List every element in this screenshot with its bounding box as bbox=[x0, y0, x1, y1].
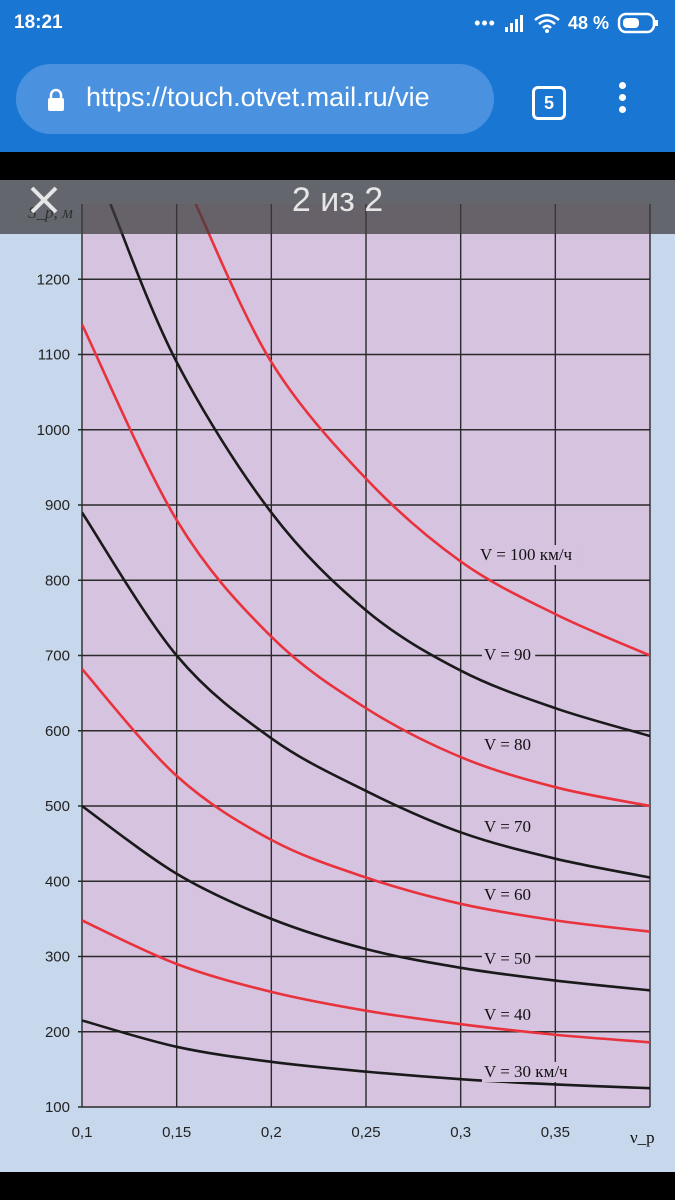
y-tick-label: 600 bbox=[45, 723, 70, 740]
x-axis-label: ν_p bbox=[630, 1128, 655, 1147]
battery-percent: 48 % bbox=[567, 12, 609, 33]
x-tick-label: 0,3 bbox=[450, 1124, 471, 1141]
curve-v-70 bbox=[82, 511, 650, 879]
browser-toolbar: https://touch.otvet.mail.ru/vie 5 bbox=[0, 48, 675, 152]
curve-label: V = 60 bbox=[484, 885, 531, 904]
y-tick-label: 1000 bbox=[37, 422, 70, 439]
lock-icon bbox=[48, 88, 64, 111]
y-tick-label: 1200 bbox=[37, 271, 70, 288]
bottom-bar bbox=[0, 1172, 675, 1200]
y-tick-label: 100 bbox=[45, 1099, 70, 1116]
y-tick-label: 900 bbox=[45, 497, 70, 514]
tabs-button[interactable]: 5 bbox=[532, 86, 566, 120]
y-tick-label: 500 bbox=[45, 798, 70, 815]
curve-label-bg bbox=[482, 885, 536, 905]
viewer-header: 2 из 2 bbox=[0, 180, 675, 234]
y-tick-label: 700 bbox=[45, 648, 70, 665]
y-tick-label: 800 bbox=[45, 572, 70, 589]
curve-label-bg bbox=[482, 817, 536, 837]
status-bar: 18:21 ••• 48 % bbox=[0, 0, 675, 48]
curve-v-80 bbox=[82, 323, 650, 808]
y-tick-label: 1100 bbox=[38, 347, 70, 364]
curve-label-bg bbox=[482, 645, 536, 665]
y-tick-label: 200 bbox=[45, 1024, 70, 1041]
curve-label: V = 80 bbox=[484, 735, 531, 754]
curve-label-bg bbox=[482, 1062, 577, 1082]
status-icons: ••• 48 % bbox=[474, 10, 659, 36]
address-bar[interactable]: https://touch.otvet.mail.ru/vie bbox=[16, 64, 494, 134]
battery-icon bbox=[617, 12, 658, 34]
url-text[interactable]: https://touch.otvet.mail.ru/vie bbox=[86, 82, 430, 112]
curve-label: V = 50 bbox=[484, 949, 531, 968]
curve-label: V = 40 bbox=[484, 1005, 531, 1024]
curve-v-40 bbox=[82, 919, 650, 1044]
curve-label-bg bbox=[482, 1005, 536, 1025]
image-viewer: 100 200 300 400 500 600 700 800 900 1000 1100 1200 0… bbox=[0, 152, 675, 1172]
y-tick-label: 400 bbox=[45, 873, 70, 890]
more-notifications-icon: ••• bbox=[474, 12, 496, 33]
wifi-icon bbox=[534, 13, 560, 33]
x-tick-label: 0,1 bbox=[72, 1124, 93, 1141]
curve-label-bg bbox=[482, 735, 536, 755]
curve-v-30- bbox=[82, 1019, 650, 1090]
curve-label: V = 70 bbox=[484, 817, 531, 836]
x-tick-label: 0,25 bbox=[351, 1124, 380, 1141]
image-counter: 2 из 2 bbox=[291, 181, 384, 219]
curve-label: V = 90 bbox=[484, 645, 531, 664]
curve-v-100- bbox=[194, 204, 650, 657]
curve-label: V = 100 км/ч bbox=[480, 545, 573, 564]
curve-label-bg bbox=[478, 545, 581, 565]
curve-v-60 bbox=[82, 668, 650, 933]
status-time: 18:21 bbox=[14, 12, 63, 33]
x-tick-label: 0,15 bbox=[162, 1124, 191, 1141]
curve-label: V = 30 км/ч bbox=[484, 1062, 568, 1081]
close-icon[interactable] bbox=[24, 180, 64, 220]
curve-label-bg bbox=[482, 949, 536, 969]
menu-button[interactable] bbox=[612, 82, 632, 122]
signal-icon bbox=[504, 15, 523, 32]
braking-distance-chart: 100 200 300 400 500 600 700 800 900 1000 1100 1200 0… bbox=[0, 180, 675, 1172]
x-tick-label: 0,35 bbox=[541, 1124, 570, 1141]
curve-v-90 bbox=[109, 204, 650, 738]
y-tick-label: 300 bbox=[45, 949, 70, 966]
x-tick-label: 0,2 bbox=[261, 1124, 282, 1141]
curve-v-50 bbox=[82, 804, 650, 992]
